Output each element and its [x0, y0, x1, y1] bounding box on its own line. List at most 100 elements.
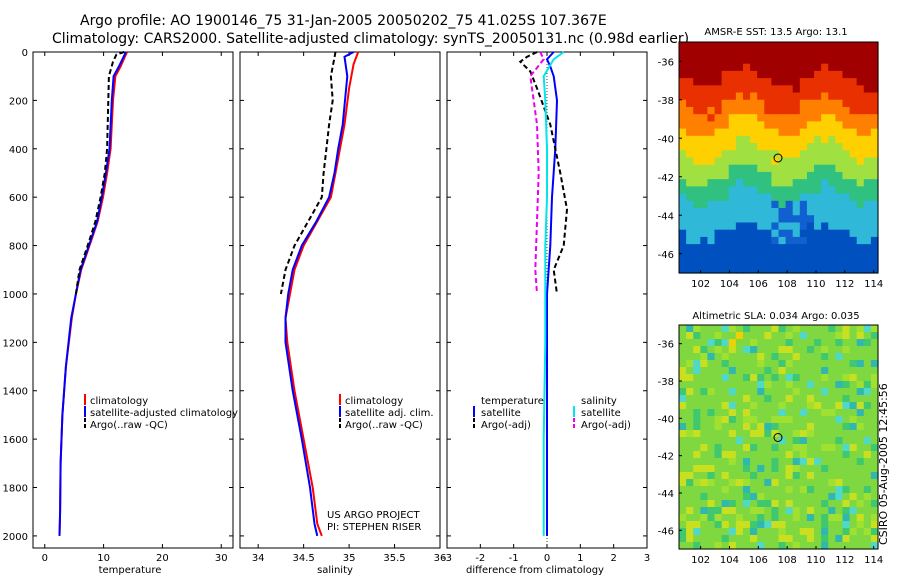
sst-map-cell [721, 200, 730, 209]
sla-map-cell [757, 409, 765, 417]
sst-map-cell [835, 229, 844, 238]
sla-map-cell [785, 479, 794, 487]
sla-map-cell [771, 395, 780, 403]
sla-map-cell [799, 500, 808, 508]
sla-map-cell [693, 374, 701, 382]
sla-map-cell [856, 360, 865, 368]
sla-map-cell [742, 444, 751, 452]
sst-map-cell [806, 106, 815, 115]
sst-map-cell [799, 229, 808, 238]
sst-map-cell [856, 258, 865, 267]
sla-map-cell [778, 479, 787, 487]
sla-map-cell [764, 353, 772, 361]
sla-map-cell [750, 346, 758, 354]
sst-map-cell [856, 85, 865, 94]
sla-map-cell [693, 346, 701, 354]
sla-map-cell [863, 381, 872, 389]
sst-map-cell [792, 251, 801, 260]
sst-map-cell [721, 229, 730, 238]
sst-map-cell [757, 121, 765, 130]
sla-map-cell [870, 332, 879, 340]
sla-map-cell [799, 507, 808, 515]
sst-map-cell [785, 42, 794, 50]
sst-map-cell [799, 157, 808, 166]
sla-map-cell [750, 332, 758, 340]
sst-map-cell [778, 258, 787, 267]
sla-map-cell [835, 493, 844, 501]
sst-map-cell [863, 106, 872, 115]
sla-map-cell [828, 493, 836, 501]
sla-map-cell [828, 472, 836, 480]
sla-map-cell [814, 374, 822, 382]
sla-map-cell [764, 332, 772, 340]
sla-map-cell [757, 395, 765, 403]
sla-map-cell [849, 444, 858, 452]
sst-map-cell [828, 106, 836, 115]
sst-map-cell [707, 229, 716, 238]
sla-map-cell [856, 332, 865, 340]
sst-map-cell [714, 171, 723, 180]
sst-map-cell [771, 42, 780, 50]
sla-map-cell [742, 346, 751, 354]
sla-map-cell [821, 332, 829, 340]
sst-map-cell [764, 56, 772, 65]
sla-map-cell [679, 409, 687, 417]
sst-map-cell [778, 208, 787, 216]
sst-map-cell [835, 236, 844, 245]
sla-map-cell [863, 423, 872, 431]
sst-map-cell [863, 63, 872, 72]
sst-map-cell [799, 150, 808, 159]
sst-map-cell [856, 63, 865, 72]
sst-map-cell [814, 244, 822, 252]
sla-map-cell [870, 479, 879, 487]
sst-map-lat-tick-label: -38 [658, 96, 674, 107]
sla-map-cell [714, 374, 723, 382]
sla-map-cell [849, 381, 858, 389]
sla-map-cell [785, 430, 794, 438]
sla-map-cell [757, 360, 765, 368]
sla-map-cell [814, 416, 822, 424]
sla-map-cell [764, 388, 772, 396]
sla-map-cell [799, 528, 808, 536]
sla-map-cell [707, 493, 716, 501]
sst-map-cell [799, 49, 808, 58]
salinity-panel-frame [239, 51, 441, 549]
sla-map-cell [714, 416, 723, 424]
sst-map-cell [742, 99, 751, 108]
sst-map-cell [771, 164, 780, 173]
sla-map-cell [856, 521, 865, 529]
sst-map-cell [842, 135, 851, 144]
sla-map-cell [771, 409, 780, 417]
sst-map-cell [849, 106, 858, 115]
sla-map-cell [863, 514, 872, 522]
difference-x-tick-label: -2 [475, 553, 485, 564]
sst-map-cell [764, 92, 772, 101]
sst-map-cell [792, 63, 801, 72]
sla-map-cell [814, 402, 822, 410]
sst-map-cell [757, 157, 765, 166]
sla-map-cell [799, 381, 808, 389]
sst-map-cell [686, 92, 694, 101]
sst-map-cell [799, 258, 808, 267]
sst-map-cell [842, 186, 851, 195]
sst-map-lon-tick-label: 110 [806, 279, 825, 290]
sst-map-cell [785, 215, 794, 224]
sla-map-cell [778, 374, 787, 382]
sst-map-title: AMSR-E SST: 13.5 Argo: 13.1 [704, 27, 847, 38]
pressure-y-tick-label: 200 [9, 96, 28, 107]
sst-map-cell [750, 236, 758, 245]
sla-map-cell [828, 437, 836, 445]
sst-map-cell [693, 258, 701, 267]
sst-map-cell [693, 179, 701, 187]
sst-map-cell [792, 114, 801, 123]
sst-argo-location-marker [773, 153, 783, 163]
sla-map-cell [835, 381, 844, 389]
sla-map-cell [714, 465, 723, 473]
sla-map-cell [856, 493, 865, 501]
sst-map-cell [849, 186, 858, 195]
sst-map-cell [835, 157, 844, 166]
sst-map-cell [870, 193, 879, 202]
sla-map-cell [835, 367, 844, 375]
sla-map-cell [707, 332, 716, 340]
sla-map-cell [799, 374, 808, 382]
